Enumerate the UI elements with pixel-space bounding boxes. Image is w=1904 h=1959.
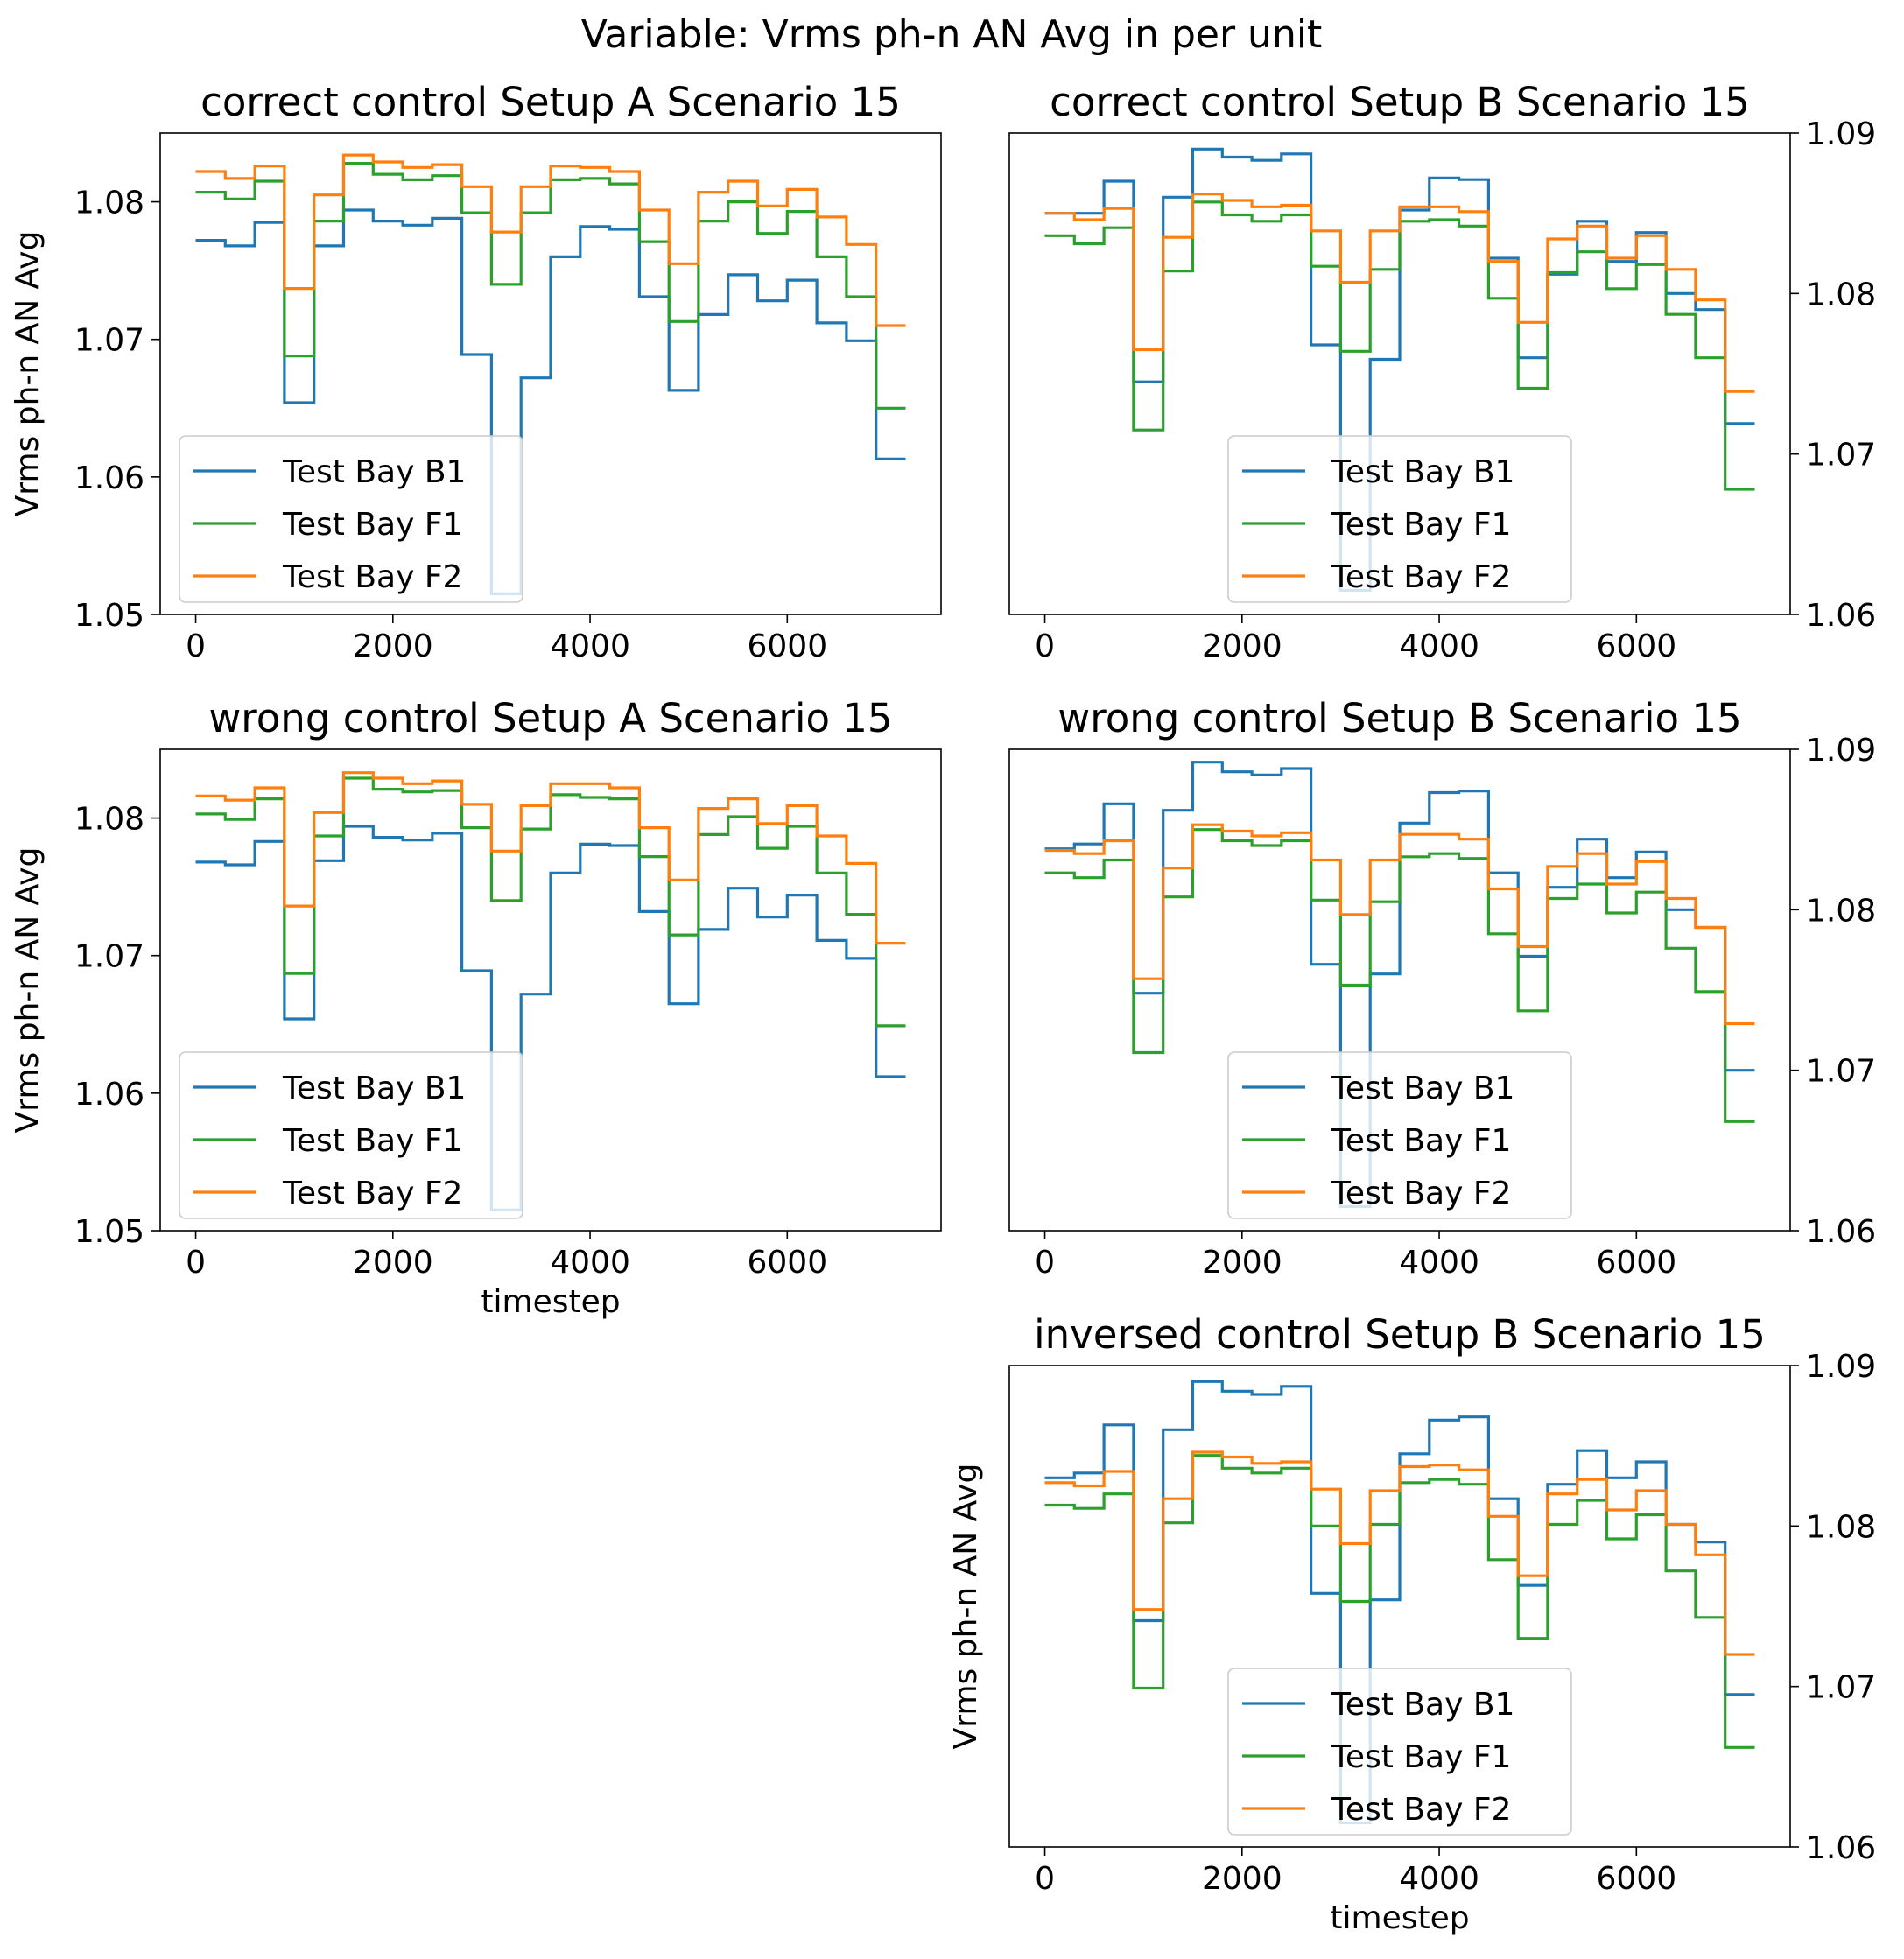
y-tick-label: 1.06 [74, 460, 144, 496]
y-tick-label: 1.05 [74, 598, 144, 634]
legend-box [1227, 435, 1572, 603]
axes-frame [159, 132, 942, 615]
legend: Test Bay B1 Test Bay F1 Test Bay F2 [1227, 435, 1572, 603]
y-tick-label: 1.07 [1806, 1054, 1876, 1090]
x-tick-label: 4000 [1399, 628, 1479, 664]
x-tick-label: 2000 [1202, 1245, 1282, 1281]
y-tick-label: 1.09 [1806, 1349, 1876, 1385]
legend: Test Bay B1 Test Bay F1 Test Bay F2 [1227, 1051, 1572, 1219]
x-tick-label: 6000 [1596, 1861, 1676, 1897]
x-tick-label: 6000 [747, 628, 827, 664]
y-tick-label: 1.08 [74, 802, 144, 838]
y-tick-label: 1.08 [74, 186, 144, 221]
figure-suptitle: Variable: Vrms ph-n AN Avg in per unit [581, 12, 1323, 57]
y-tick-label: 1.06 [74, 1077, 144, 1113]
y-tick-label: 1.05 [74, 1214, 144, 1250]
x-tick-label: 0 [1035, 1861, 1055, 1897]
legend-box [1227, 1051, 1572, 1219]
y-tick-label: 1.06 [1806, 1214, 1876, 1250]
y-axis-label: Vrms ph-n AN Avg [948, 1464, 984, 1750]
y-tick-label: 1.07 [1806, 1670, 1876, 1706]
legend-box [1227, 1668, 1572, 1836]
axes-frame [1008, 748, 1791, 1232]
y-axis-label: Vrms ph-n AN Avg [10, 231, 46, 517]
x-tick-label: 0 [1035, 1245, 1055, 1281]
legend-entry: Test Bay B1 [282, 454, 466, 490]
legend: Test Bay B1 Test Bay F1 Test Bay F2 [179, 1051, 523, 1219]
x-tick-label: 0 [1035, 628, 1055, 664]
legend-entry: Test Bay F1 [1331, 507, 1511, 543]
x-tick-label: 6000 [747, 1245, 827, 1281]
series-line-test-bay-f2 [1044, 823, 1755, 1026]
legend: Test Bay B1 Test Bay F1 Test Bay F2 [1227, 1668, 1572, 1836]
series-line-test-bay-f2 [195, 771, 906, 945]
legend-entry: Test Bay F2 [282, 1176, 462, 1211]
legend-entry: Test Bay F1 [282, 1123, 462, 1159]
legend-box [179, 1051, 523, 1219]
axes-frame [159, 748, 942, 1232]
x-axis-label: timestep [1330, 1900, 1469, 1936]
legend-entry: Test Bay B1 [1331, 1071, 1514, 1106]
x-tick-label: 0 [186, 628, 206, 664]
subplot-title: correct control Setup B Scenario 15 [1050, 79, 1750, 125]
subplot-title: correct control Setup A Scenario 15 [200, 79, 901, 125]
subplot-5: 0 2000 4000 6000 1.06 1.07 1.08 1.09 inversed co… [948, 1311, 1876, 1936]
legend-entry: Test Bay F1 [1331, 1739, 1511, 1775]
legend-entry: Test Bay B1 [282, 1071, 466, 1106]
y-tick-label: 1.07 [74, 939, 144, 975]
legend: Test Bay B1 Test Bay F1 Test Bay F2 [179, 435, 523, 603]
panels: 0 2000 4000 6000 1.05 1.06 1.07 1.08 correct con… [10, 79, 1876, 1936]
series-line-test-bay-b1 [1044, 1380, 1755, 1825]
x-tick-label: 2000 [353, 1245, 433, 1281]
y-tick-label: 1.07 [74, 323, 144, 359]
x-tick-label: 2000 [1202, 628, 1282, 664]
subplot-4: 0 2000 4000 6000 1.06 1.07 1.08 1.09 wrong contr… [1008, 695, 1876, 1281]
y-tick-label: 1.08 [1806, 277, 1876, 312]
legend-entry: Test Bay B1 [1331, 1687, 1514, 1723]
series-line-test-bay-f2 [1044, 193, 1755, 393]
y-tick-label: 1.08 [1806, 893, 1876, 929]
series-line-test-bay-f2 [195, 153, 906, 327]
x-tick-label: 2000 [1202, 1861, 1282, 1897]
subplot-title: wrong control Setup B Scenario 15 [1057, 695, 1741, 741]
y-tick-label: 1.09 [1806, 116, 1876, 152]
axes-frame [1008, 1365, 1791, 1848]
y-axis-label: Vrms ph-n AN Avg [10, 847, 46, 1134]
subplot-2: 0 2000 4000 6000 1.06 1.07 1.08 1.09 correct con… [1008, 79, 1876, 664]
x-tick-label: 4000 [1399, 1245, 1479, 1281]
x-tick-label: 2000 [353, 628, 433, 664]
subplot-title: inversed control Setup B Scenario 15 [1034, 1311, 1766, 1358]
x-tick-label: 6000 [1596, 628, 1676, 664]
series-line-test-bay-f2 [1044, 1450, 1755, 1656]
subplot-3: 0 2000 4000 6000 1.05 1.06 1.07 1.08 wrong contr… [10, 695, 942, 1320]
subplot-title: wrong control Setup A Scenario 15 [208, 695, 892, 741]
y-tick-label: 1.06 [1806, 1830, 1876, 1866]
x-tick-label: 4000 [550, 1245, 630, 1281]
axes-frame [1008, 132, 1791, 615]
legend-entry: Test Bay B1 [1331, 454, 1514, 490]
legend-box [179, 435, 523, 603]
y-tick-label: 1.08 [1806, 1509, 1876, 1545]
x-tick-label: 0 [186, 1245, 206, 1281]
legend-entry: Test Bay F2 [1331, 559, 1511, 595]
y-tick-label: 1.07 [1806, 438, 1876, 474]
legend-entry: Test Bay F1 [1331, 1123, 1511, 1159]
x-tick-label: 6000 [1596, 1245, 1676, 1281]
y-tick-label: 1.06 [1806, 598, 1876, 634]
x-axis-label: timestep [481, 1284, 620, 1320]
x-tick-label: 4000 [550, 628, 630, 664]
x-tick-label: 4000 [1399, 1861, 1479, 1897]
y-tick-label: 1.09 [1806, 733, 1876, 769]
legend-entry: Test Bay F2 [1331, 1176, 1511, 1211]
legend-entry: Test Bay F2 [282, 559, 462, 595]
subplot-1: 0 2000 4000 6000 1.05 1.06 1.07 1.08 correct con… [10, 79, 942, 664]
legend-entry: Test Bay F2 [1331, 1792, 1511, 1828]
legend-entry: Test Bay F1 [282, 507, 462, 543]
